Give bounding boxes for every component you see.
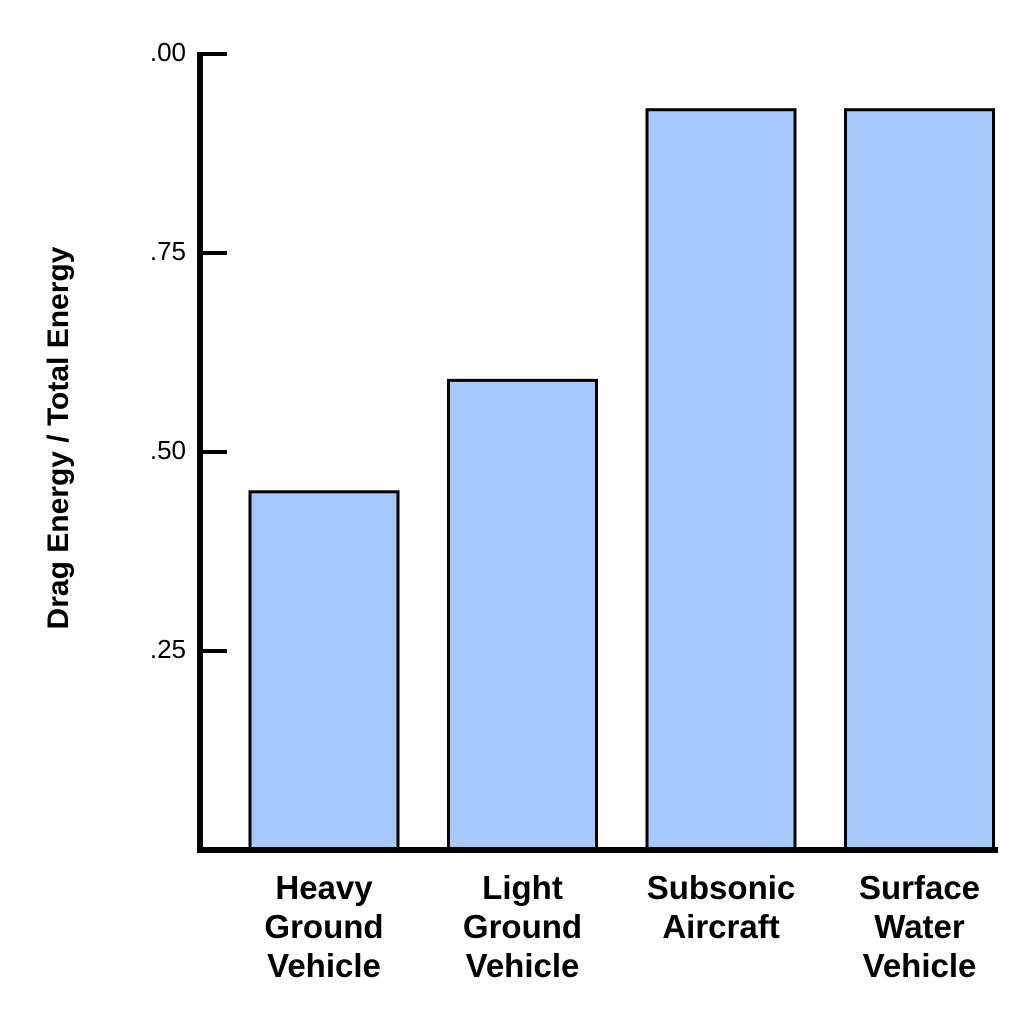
y-tick-label: .00 (150, 37, 186, 67)
y-tick-label: .50 (150, 435, 186, 465)
x-tick-label: Surface Water Vehicle (858, 869, 981, 984)
bar (645, 108, 797, 852)
bar (248, 490, 400, 852)
y-axis-title: Drag Energy / Total Energy (42, 246, 75, 629)
bar (447, 378, 598, 852)
x-tick-label: Light Ground Vehicle (462, 869, 583, 984)
x-tick-label: Heavy Ground Vehicle (264, 869, 384, 984)
x-tick-label: Subsonic Aircraft (646, 869, 796, 945)
y-tick-label: .75 (150, 236, 186, 266)
y-tick-label: .25 (150, 634, 186, 664)
bar (844, 108, 995, 852)
